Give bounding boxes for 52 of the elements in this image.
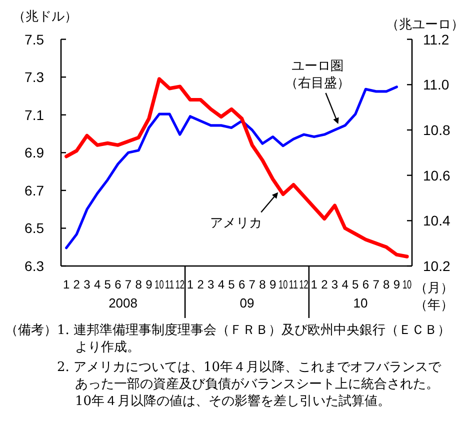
x-tick-label: 6: [114, 278, 122, 292]
text: 2. アメリカについては、10年４月以降、これまでオフバランスであった一部の資産及び負債がバランスシート上に統合された。10年４月以降の値は、その影響を差し引いた試算値。: [56, 359, 442, 410]
annotation: 2008: [108, 296, 138, 310]
x-tick-label: 8: [135, 278, 142, 292]
x-tick-label: 5: [228, 278, 236, 292]
y-tick-label: 7.5: [24, 31, 44, 48]
y-tick-label: 7.1: [24, 106, 44, 123]
y-tick-label: 6.3: [24, 258, 44, 274]
x-tick-label: 6: [238, 278, 246, 292]
y2-tick-label: 10.8: [423, 122, 450, 138]
y2-tick-label: 11.0: [423, 76, 450, 93]
x-tick-label: 4: [342, 278, 349, 292]
x-tick-label: 12: [299, 278, 313, 292]
y2-tick-label: 11.2: [423, 31, 450, 48]
x-tick-label: 11: [165, 278, 178, 292]
y-tick-label: 6.5: [24, 220, 44, 236]
y2-axis-title: （兆ユーロ）: [386, 16, 464, 32]
x-tick-label: 4: [94, 278, 101, 292]
x-tick-label: 9: [393, 278, 400, 292]
x-tick-label: 7: [124, 278, 132, 292]
annotation: 09: [240, 296, 254, 310]
annotation: 10: [353, 296, 368, 310]
x-tick-label: 1: [62, 278, 70, 292]
x-tick-label: 1: [186, 278, 194, 292]
x-tick-label: 1: [310, 278, 318, 292]
y2-tick-label: 10.2: [423, 258, 450, 274]
x-tick-label: 8: [259, 278, 266, 292]
x-tick-label: 5: [104, 278, 112, 292]
x-tick-label: 3: [84, 278, 91, 292]
y2-tick-label: 10.4: [423, 212, 450, 229]
x-tick-label: 9: [269, 278, 276, 292]
x-tick-label: 2: [73, 278, 80, 292]
x-tick-label: 8: [383, 278, 390, 292]
y-tick-label: 7.3: [24, 69, 44, 86]
text: （備考）1. 連邦準備理事制度理事会（ＦＲＢ）及び欧州中央銀行（ＥＣＢ）より作成。: [4, 322, 451, 356]
x-tick-label: 12: [175, 278, 189, 292]
x-tick-label: 10: [402, 278, 416, 292]
x-tick-label: 4: [218, 278, 225, 292]
x-tick-label: 5: [352, 278, 360, 292]
x-tick-label: 2: [197, 278, 204, 292]
x-tick-label: 7: [372, 278, 380, 292]
x-tick-label: 6: [362, 278, 370, 292]
y2-tick-label: 10.6: [423, 167, 450, 184]
x-axis-title: （月）（年）: [414, 278, 454, 312]
y-tick-label: 6.9: [24, 144, 44, 161]
x-tick-label: 9: [146, 278, 153, 292]
y-axis-title: （兆ドル）: [12, 8, 78, 24]
x-tick-label: 3: [208, 278, 215, 292]
x-tick-label: 2: [321, 278, 328, 292]
x-tick-label: 3: [331, 278, 338, 292]
x-tick-label: 7: [248, 278, 256, 292]
y-tick-label: 6.7: [24, 182, 44, 198]
